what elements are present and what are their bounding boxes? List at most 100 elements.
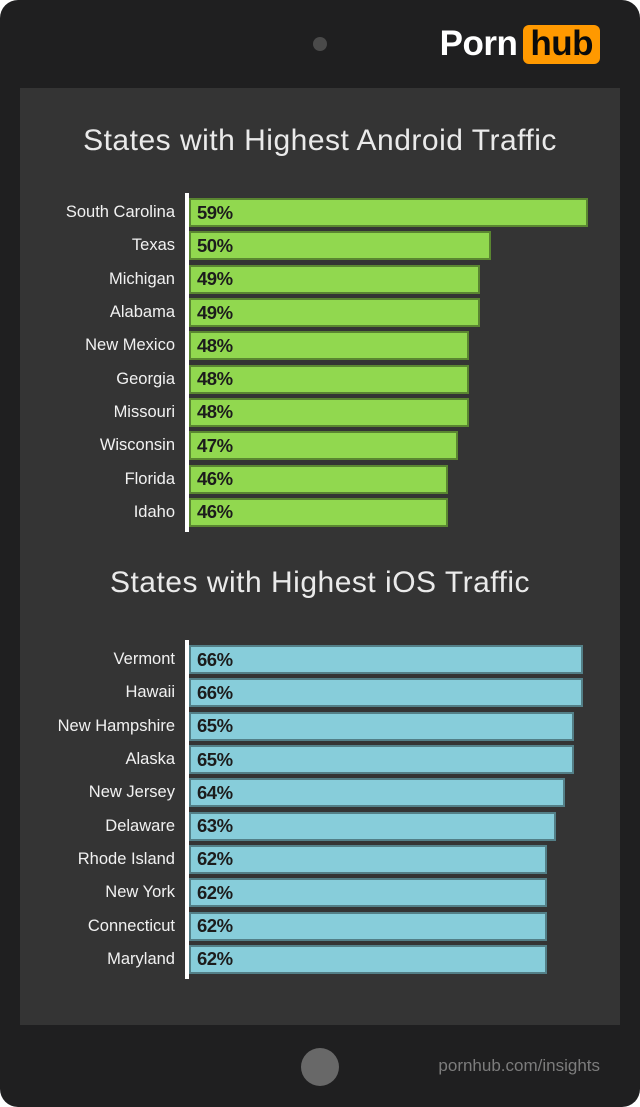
brand-word-porn: Porn [439,24,518,63]
state-label: New Hampshire [57,716,175,735]
footer-url: pornhub.com/insights [438,1056,600,1075]
state-label: Florida [124,469,175,488]
bar-area: 48% [189,362,620,395]
value-bar: 63% [189,811,556,841]
value-label: 65% [197,748,233,770]
bar-area: 49% [189,263,620,296]
value-label: 59% [197,201,233,223]
state-label: Georgia [116,369,175,388]
value-label: 46% [197,468,233,490]
value-bar: 62% [189,844,547,874]
chart-row: Wisconsin 47% [20,429,620,462]
ios-bar-chart: Vermont 66% Hawaii 66% New Hampshire 65% Alask… [20,640,620,979]
value-bar: 64% [189,778,565,808]
bar-area: 59% [189,196,620,229]
bar-area: 64% [189,776,620,809]
bar-area: 65% [189,743,620,776]
bar-area: 62% [189,909,620,942]
state-label: South Carolina [65,203,175,222]
value-bar: 48% [189,331,470,361]
value-bar: 46% [189,464,448,494]
chart-row: Texas 50% [20,229,620,262]
value-bar: 47% [189,431,459,461]
state-label: Texas [131,236,175,255]
state-label: Alaska [125,750,175,769]
value-bar: 65% [189,711,575,741]
chart-row: Alaska 65% [20,743,620,776]
chart-row: Delaware 63% [20,809,620,842]
bar-area: 66% [189,676,620,709]
value-label: 63% [197,815,233,837]
camera-dot-icon [313,37,327,51]
bar-area: 62% [189,843,620,876]
state-label: Connecticut [87,916,175,935]
value-label: 50% [197,234,233,256]
state-label: Idaho [133,502,175,521]
chart-row: Florida 46% [20,462,620,495]
bar-area: 65% [189,710,620,743]
home-button-icon [301,1048,339,1086]
brand-logo: Porn hub [440,24,600,64]
value-bar: 62% [189,878,547,908]
state-label: New Mexico [85,336,175,355]
value-bar: 50% [189,231,491,261]
state-label: Missouri [113,402,175,421]
ios-axis-line [185,640,189,979]
value-label: 62% [197,915,233,937]
value-label: 64% [197,781,233,803]
state-label: Vermont [113,650,175,669]
value-bar: 46% [189,497,448,527]
chart-row: Connecticut 62% [20,909,620,942]
value-label: 48% [197,368,233,390]
value-bar: 49% [189,264,480,294]
value-label: 66% [197,648,233,670]
value-bar: 62% [189,944,547,974]
value-label: 48% [197,334,233,356]
state-label: Michigan [108,269,175,288]
chart-row: New Hampshire 65% [20,710,620,743]
state-label: Hawaii [125,683,175,702]
brand-word-hub: hub [523,24,600,64]
value-label: 65% [197,715,233,737]
android-chart-title: States with Highest Android Traffic [83,124,557,157]
value-label: 49% [197,268,233,290]
chart-row: Georgia 48% [20,362,620,395]
value-bar: 59% [189,198,588,228]
state-label: Delaware [105,816,175,835]
android-axis-line [185,193,189,532]
chart-row: New Mexico 48% [20,329,620,362]
chart-row: New York 62% [20,876,620,909]
value-label: 49% [197,301,233,323]
value-label: 46% [197,501,233,523]
value-bar: 66% [189,645,584,675]
chart-row: Missouri 48% [20,396,620,429]
chart-row: Maryland 62% [20,943,620,976]
value-label: 48% [197,401,233,423]
chart-row: Vermont 66% [20,643,620,676]
value-bar: 48% [189,364,470,394]
bar-area: 49% [189,296,620,329]
bar-area: 63% [189,809,620,842]
bar-area: 47% [189,429,620,462]
value-label: 62% [197,948,233,970]
value-label: 66% [197,681,233,703]
value-label: 62% [197,848,233,870]
value-bar: 62% [189,911,547,941]
bar-area: 66% [189,643,620,676]
value-label: 62% [197,881,233,903]
value-label: 47% [197,434,233,456]
value-bar: 48% [189,397,470,427]
state-label: Wisconsin [99,436,175,455]
bar-area: 48% [189,396,620,429]
value-bar: 49% [189,298,480,328]
infographic-panel: States with Highest Android Traffic Sout… [20,88,620,1025]
chart-row: Michigan 49% [20,263,620,296]
chart-row: Idaho 46% [20,496,620,529]
state-label: Maryland [107,949,175,968]
state-label: New York [105,883,175,902]
bar-area: 62% [189,943,620,976]
bar-area: 48% [189,329,620,362]
bar-area: 50% [189,229,620,262]
chart-row: Alabama 49% [20,296,620,329]
state-label: Alabama [109,303,175,322]
